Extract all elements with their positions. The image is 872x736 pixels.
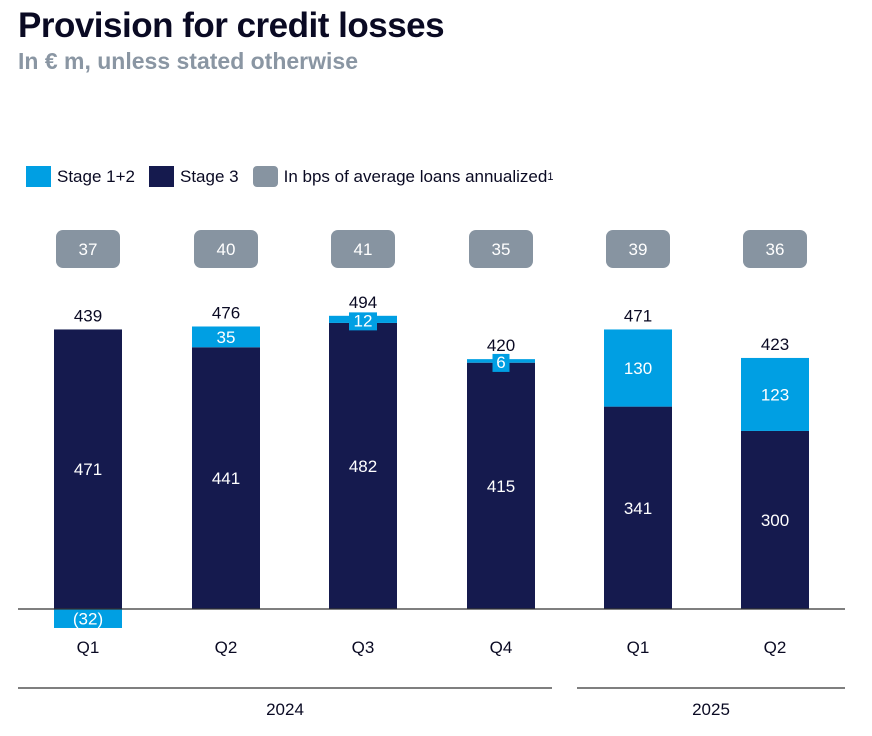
bar-label-stage3: 482 (349, 457, 377, 476)
legend-swatch-stage12 (26, 166, 51, 187)
bar-label-stage12: 6 (496, 353, 505, 372)
bar-stage12 (741, 357, 809, 431)
x-tick-label: Q3 (352, 638, 375, 657)
bar-stage3 (604, 406, 672, 609)
x-tick-label: Q1 (627, 638, 650, 657)
chart-title: Provision for credit losses (18, 6, 445, 45)
legend-swatch-stage3 (149, 166, 174, 187)
bar-label-stage3: 415 (487, 477, 515, 496)
x-tick-label: Q1 (77, 638, 100, 657)
bar-stage3 (192, 347, 260, 609)
bar-total-label: 423 (761, 335, 789, 354)
legend-label-bps: In bps of average loans annualized (283, 166, 548, 186)
bar-label-stage12: 35 (217, 328, 236, 347)
bar-stage3 (54, 329, 122, 609)
bar-label-stage3: 441 (212, 469, 240, 488)
bar-label-stage12: 12 (354, 311, 373, 330)
bar-total-label: 439 (74, 306, 102, 325)
bar-label-stage3: 341 (624, 499, 652, 518)
bps-value: 41 (354, 240, 373, 259)
bps-value: 39 (629, 240, 648, 259)
group-label: 2024 (266, 700, 304, 719)
x-tick-label: Q2 (215, 638, 238, 657)
bar-stage3 (329, 322, 397, 609)
bps-badge (194, 230, 258, 268)
bar-stage12 (192, 326, 260, 348)
bar-label-tag (349, 312, 377, 331)
legend-item-stage12: Stage 1+2 (26, 166, 135, 187)
bar-stage12 (604, 329, 672, 407)
bps-value: 36 (766, 240, 785, 259)
bps-value: 40 (217, 240, 236, 259)
bar-stage3 (741, 430, 809, 609)
bps-badge (743, 230, 807, 268)
legend-label-stage3: Stage 3 (180, 166, 239, 186)
bar-label-stage3: 300 (761, 511, 789, 530)
bar-total-label: 420 (487, 336, 515, 355)
bps-badge (606, 230, 670, 268)
bar-label-stage12: (32) (73, 609, 103, 628)
bps-value: 37 (79, 240, 98, 259)
bps-badge (469, 230, 533, 268)
legend: Stage 1+2 Stage 3 In bps of average loan… (26, 166, 567, 187)
legend-item-bps: In bps of average loans annualized 1 (252, 166, 554, 187)
bar-label-stage3: 471 (74, 460, 102, 479)
bar-total-label: 476 (212, 303, 240, 322)
bar-stage3 (467, 362, 535, 609)
legend-label-stage12: Stage 1+2 (57, 166, 135, 186)
legend-item-stage3: Stage 3 (149, 166, 239, 187)
bps-value: 35 (492, 240, 511, 259)
legend-footnote: 1 (547, 170, 554, 183)
bps-badge (56, 230, 120, 268)
bar-stage12 (54, 609, 122, 628)
group-label: 2025 (692, 700, 730, 719)
bar-total-label: 471 (624, 306, 652, 325)
bar-label-tag (492, 353, 510, 372)
bps-badge (331, 230, 395, 268)
x-tick-label: Q4 (490, 638, 513, 657)
bar-label-stage12: 130 (624, 359, 652, 378)
bar-label-stage12: 123 (761, 385, 789, 404)
legend-swatch-bps (252, 166, 278, 187)
chart-subtitle: In € m, unless stated otherwise (18, 48, 358, 74)
x-tick-label: Q2 (764, 638, 787, 657)
bar-total-label: 494 (349, 293, 377, 312)
